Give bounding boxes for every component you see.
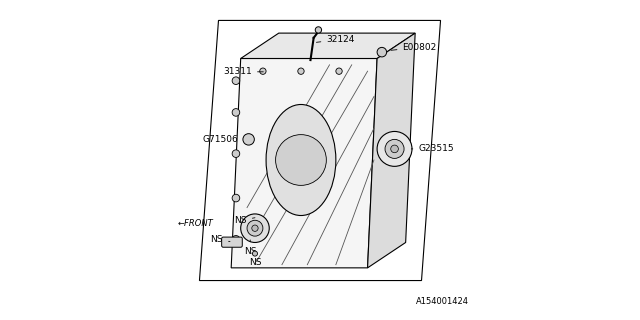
Circle shape — [243, 134, 254, 145]
Polygon shape — [367, 33, 415, 268]
Circle shape — [377, 47, 387, 57]
Circle shape — [252, 251, 257, 256]
Circle shape — [232, 194, 240, 202]
Text: G23515: G23515 — [412, 144, 454, 153]
Circle shape — [232, 77, 240, 84]
Text: A154001424: A154001424 — [416, 297, 469, 306]
Text: 31311: 31311 — [223, 67, 263, 76]
Circle shape — [260, 68, 266, 74]
Circle shape — [385, 140, 404, 158]
Circle shape — [276, 135, 326, 185]
Circle shape — [241, 214, 269, 243]
Circle shape — [232, 150, 240, 157]
Circle shape — [247, 220, 263, 236]
Circle shape — [298, 68, 304, 74]
Circle shape — [391, 145, 398, 153]
Text: NS: NS — [249, 251, 261, 267]
Ellipse shape — [266, 105, 336, 215]
Text: NS: NS — [244, 240, 257, 256]
Polygon shape — [241, 33, 415, 59]
Text: ←FRONT: ←FRONT — [177, 219, 213, 228]
Text: NS: NS — [234, 216, 255, 225]
Text: E00802: E00802 — [391, 43, 436, 52]
FancyBboxPatch shape — [221, 237, 243, 247]
Circle shape — [232, 108, 240, 116]
Polygon shape — [231, 59, 377, 268]
Text: G71506: G71506 — [203, 135, 251, 144]
Circle shape — [252, 225, 258, 231]
Circle shape — [336, 68, 342, 74]
Circle shape — [316, 27, 321, 33]
Circle shape — [232, 236, 240, 243]
Text: 32124: 32124 — [316, 35, 355, 44]
Text: NS: NS — [211, 236, 230, 244]
Circle shape — [377, 132, 412, 166]
